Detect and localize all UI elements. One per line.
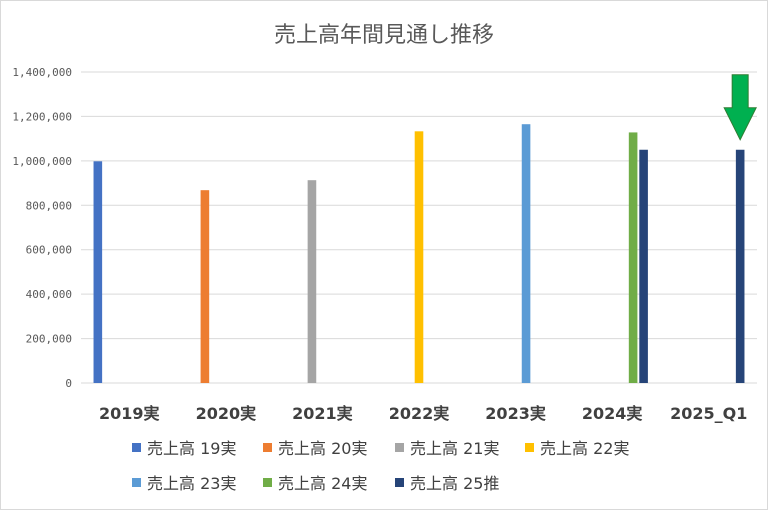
bar [639, 149, 648, 383]
x-tick-label: 2023実 [485, 404, 546, 423]
bars [93, 124, 745, 383]
bar [93, 161, 103, 383]
bar [414, 131, 424, 383]
bar [307, 180, 317, 383]
legend-label: 売上高 25推 [410, 474, 499, 493]
legend-label: 売上高 21実 [410, 439, 499, 458]
y-tick-label: 200,000 [26, 333, 72, 346]
legend-label: 売上高 24実 [278, 474, 367, 493]
legend-label: 売上高 20実 [278, 439, 367, 458]
x-tick-label: 2019実 [99, 404, 160, 423]
legend-label: 売上高 22実 [540, 439, 629, 458]
legend-swatch [525, 443, 534, 452]
bar [200, 190, 210, 383]
y-tick-label: 400,000 [26, 288, 72, 301]
legend-swatch [395, 478, 404, 487]
x-tick-label: 2025_Q1 [670, 404, 747, 423]
legend-swatch [263, 478, 272, 487]
y-tick-label: 800,000 [26, 199, 72, 212]
bar [628, 132, 638, 383]
x-tick-label: 2024実 [582, 404, 643, 423]
bar [521, 124, 531, 383]
y-tick-label: 0 [65, 377, 72, 390]
down-arrow-icon [723, 74, 757, 141]
legend-swatch [263, 443, 272, 452]
legend-swatch [132, 443, 141, 452]
y-tick-label: 600,000 [26, 244, 72, 257]
legend-label: 売上高 23実 [147, 474, 236, 493]
y-axis-ticks: 0 200,000 400,000 600,000 800,000 1,000,000 1,… [12, 66, 72, 390]
legend-swatch [395, 443, 404, 452]
y-tick-label: 1,200,000 [12, 110, 72, 123]
x-tick-label: 2022実 [389, 404, 450, 423]
bar [735, 149, 745, 383]
x-axis-ticks: 2019実 2020実 2021実 2022実 2023実 2024実 2025_Q1 [99, 404, 747, 423]
chart-title: 売上高年間見通し推移 [274, 23, 494, 48]
y-tick-label: 1,400,000 [12, 66, 72, 79]
legend-swatch [132, 478, 141, 487]
x-tick-label: 2021実 [292, 404, 353, 423]
x-tick-label: 2020実 [196, 404, 257, 423]
legend-label: 売上高 19実 [147, 439, 236, 458]
y-tick-label: 1,000,000 [12, 155, 72, 168]
annotation [723, 74, 757, 141]
